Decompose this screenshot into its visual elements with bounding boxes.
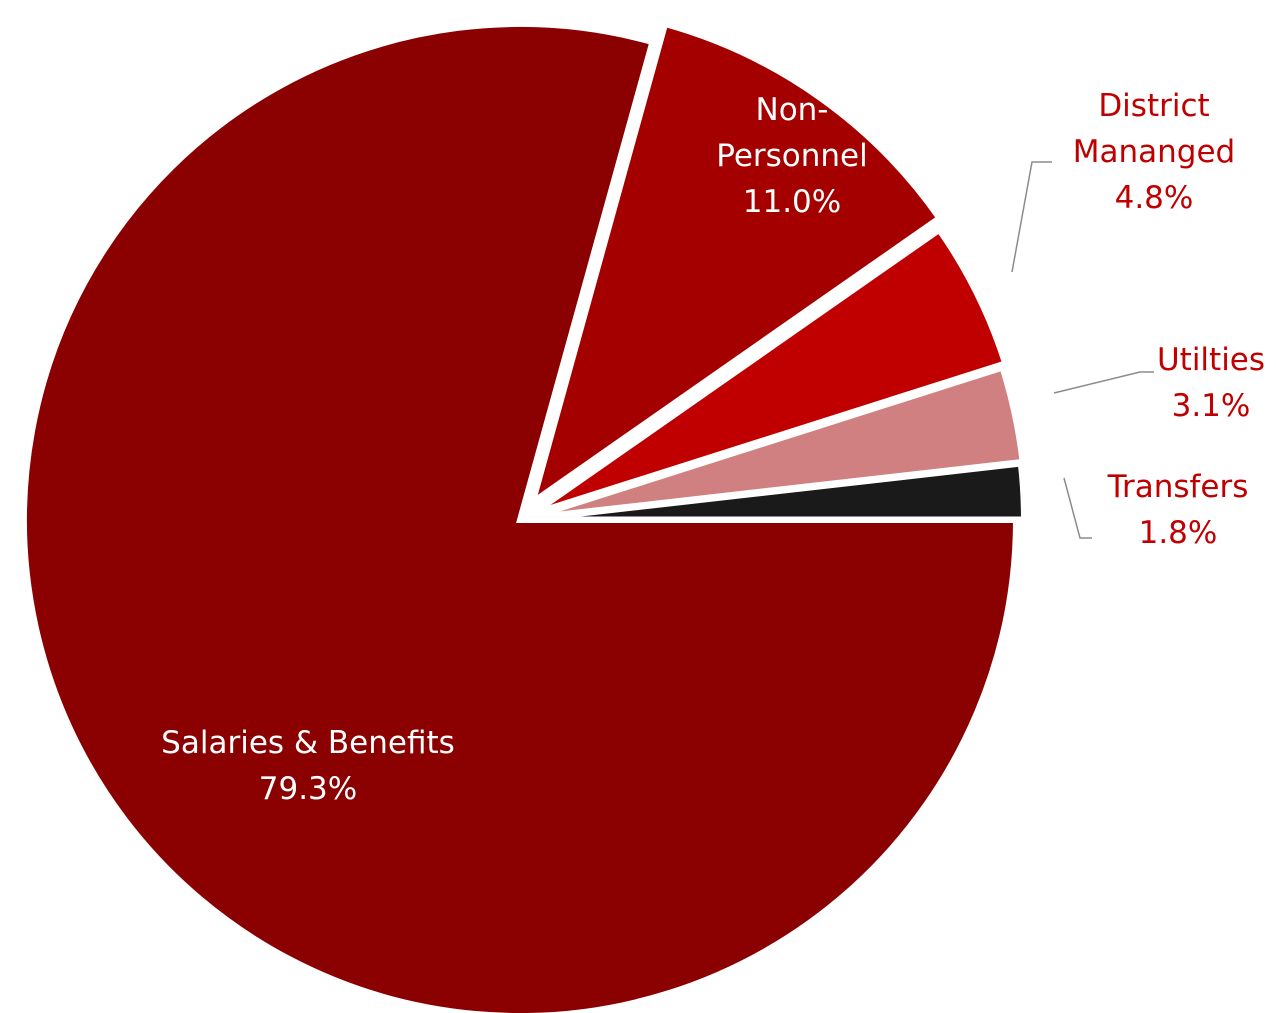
pie-slice-non-personnel [527,20,944,510]
pie-slice-transfers [527,460,1027,523]
value-label-transfers: 1.8% [1139,515,1218,551]
value-label-salaries-benefits: 79.3% [259,771,357,807]
slice-label-transfers-0: Transfers [1107,469,1249,505]
leader-line-transfers [1063,477,1092,539]
slice-label-non-personnel-0: Non- [756,92,829,128]
value-label-non-personnel: 11.0% [743,184,841,220]
slice-label-non-personnel-1: Personnel [716,138,868,174]
leader-line-district-mananged [1011,161,1052,273]
leader-lines-layer [1011,161,1154,539]
leader-line-utilties [1053,371,1154,394]
slice-label-utilties-0: Utilties [1157,342,1265,378]
pie-slice-district-mananged [530,225,1009,517]
value-label-district-mananged: 4.8% [1115,180,1194,216]
value-label-utilties: 3.1% [1172,388,1251,424]
labels-layer: Salaries & Benefits 79.3% Non- Personnel 11.… [161,88,1265,807]
slices-layer [21,20,1027,1013]
slice-label-district-mananged-0: District [1098,88,1209,124]
slice-label-salaries-benefits-0: Salaries & Benefits [161,725,455,761]
pie-slice-salaries-benefits [21,21,1020,1013]
slice-label-district-mananged-1: Mananged [1073,134,1235,170]
